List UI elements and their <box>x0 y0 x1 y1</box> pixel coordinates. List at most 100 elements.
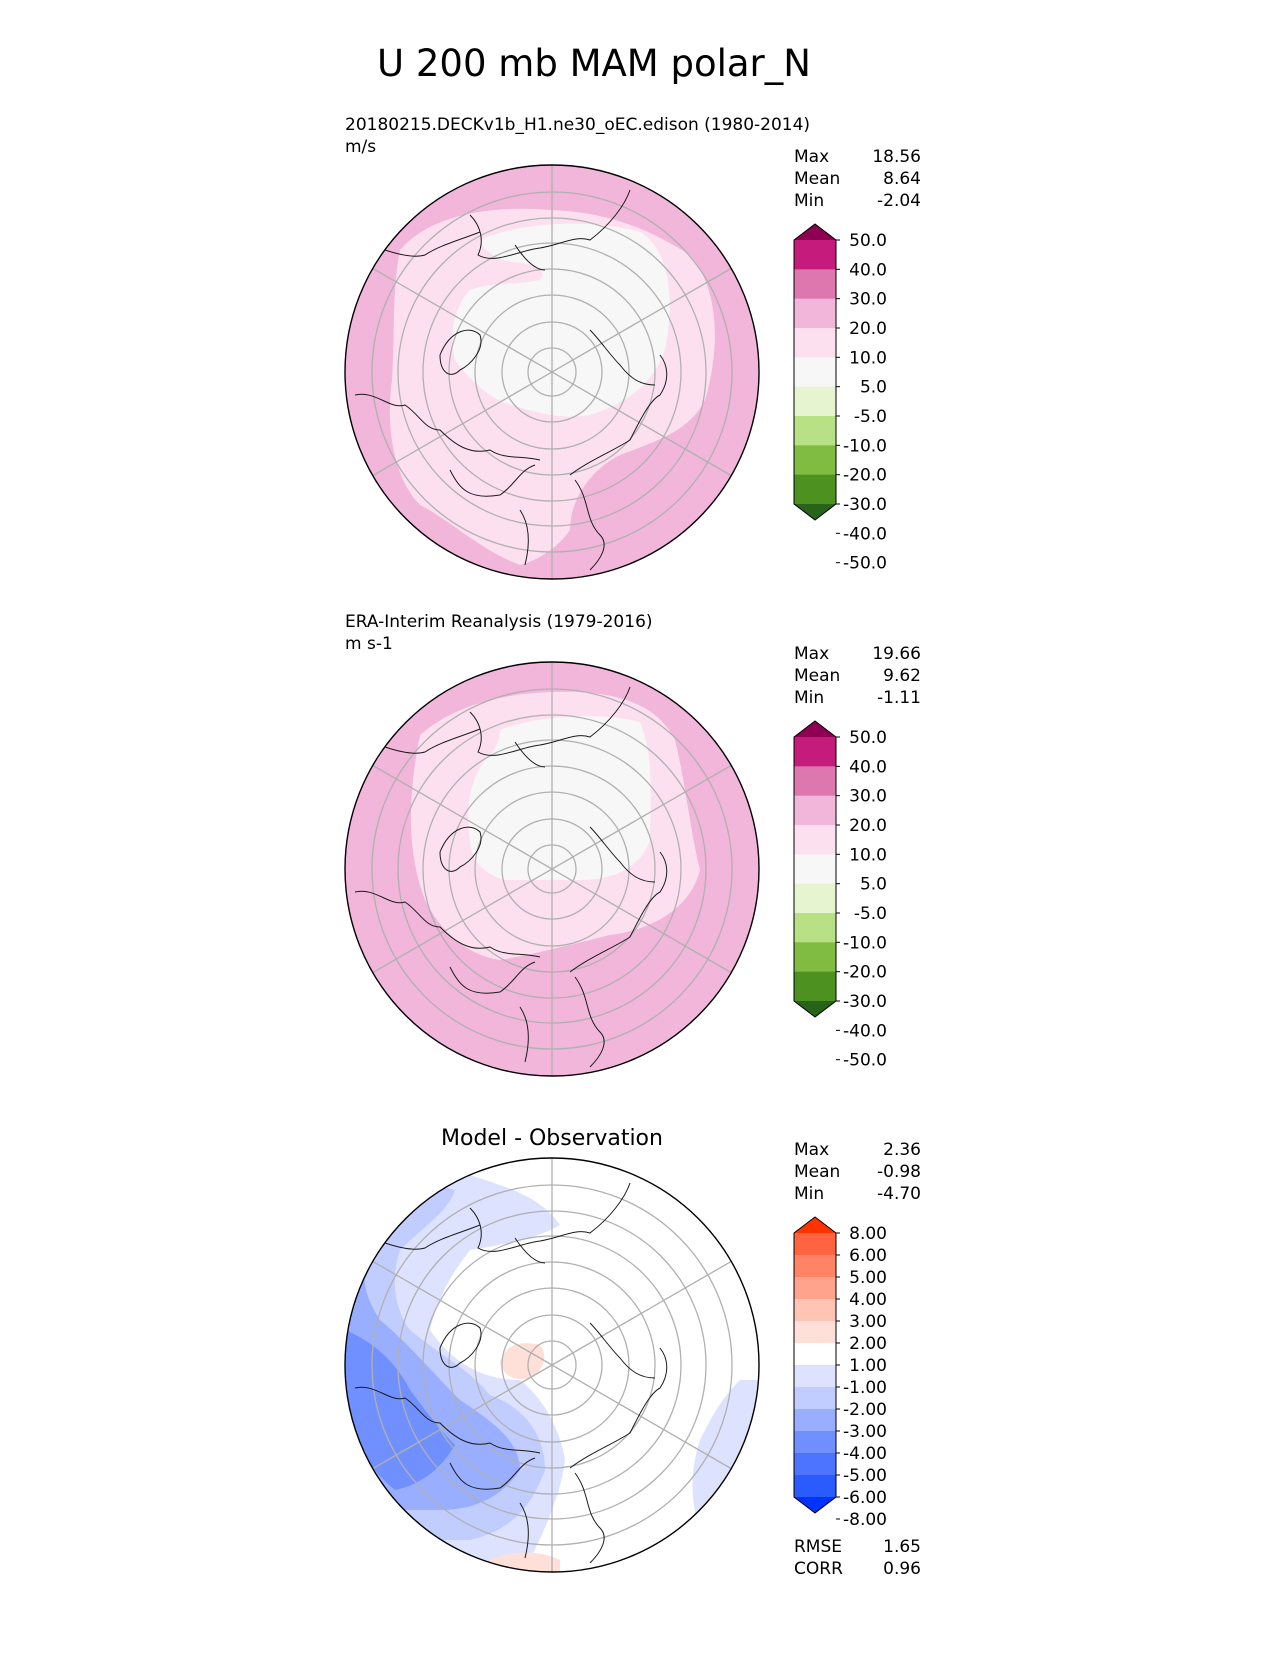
colorbar-swatch <box>794 913 836 943</box>
colorbar-tick-label: 10.0 <box>849 348 887 368</box>
panel-observation-stats: Max 19.66 Mean 9.62 Min -1.11 <box>794 644 921 708</box>
colorbar-tick-label: 5.0 <box>860 378 887 398</box>
colorbar-tick-label: -8.00 <box>843 1510 887 1530</box>
colorbar-tick-label: -4.00 <box>843 1444 887 1464</box>
colorbar-tick-label: -20.0 <box>843 466 887 486</box>
stat-max-label: Max <box>794 644 829 664</box>
colorbar-swatch <box>794 328 836 358</box>
colorbar-tick-label: 3.00 <box>849 1312 887 1332</box>
colorbar-tick-label: 40.0 <box>849 260 887 280</box>
map-frame <box>344 661 760 1077</box>
colorbar-swatch <box>794 445 836 476</box>
colorbar-tick-label: -5.0 <box>854 904 887 924</box>
stat-min-value: -1.11 <box>877 688 921 708</box>
colorbar-tick-label: -20.0 <box>843 963 887 983</box>
coastlines <box>354 1182 668 1564</box>
contour-region-1-2-south <box>490 1552 560 1572</box>
colorbar-swatch <box>794 357 836 388</box>
colorbar-tick-label: 8.00 <box>849 1224 887 1244</box>
colorbar-swatch <box>794 766 836 797</box>
colorbar-swatch <box>794 1255 836 1278</box>
colorbar-extend-min <box>794 1497 836 1513</box>
colorbar-swatch <box>794 1409 836 1432</box>
colorbar-swatch <box>794 1475 836 1498</box>
stat-min-value: -4.70 <box>877 1184 921 1204</box>
colorbar-swatch <box>794 1365 836 1388</box>
stat-mean-label: Mean <box>794 666 840 686</box>
stat-mean-value: 9.62 <box>883 666 921 686</box>
panel-model: 20180215.DECKv1b_H1.ne30_oEC.edison (198… <box>344 115 921 580</box>
colorbar-tick-label: -2.00 <box>843 1400 887 1420</box>
colorbar-swatch <box>794 971 836 1002</box>
colorbar-tick-label: -5.0 <box>854 407 887 427</box>
colorbar-tick-label: -1.00 <box>843 1378 887 1398</box>
colorbar-tick-label: 1.00 <box>849 1356 887 1376</box>
colorbar-tick-label: -50.0 <box>843 554 887 574</box>
panel-observation-map <box>344 661 760 1077</box>
colorbar-tick-label: -30.0 <box>843 495 887 515</box>
stat-min-value: -2.04 <box>877 191 921 211</box>
colorbar-tick-label: -10.0 <box>843 436 887 456</box>
stat-max-value: 2.36 <box>883 1140 921 1160</box>
colorbar-swatch <box>794 474 836 505</box>
panel-difference-map <box>344 1157 760 1573</box>
stat-min-label: Min <box>794 1184 824 1204</box>
colorbar-swatch <box>794 1321 836 1344</box>
panel-model-colorbar: 50.0 40.0 30.0 20.0 10.0 5.0 -5.0 -10.0 -20.0 -30… <box>793 223 887 574</box>
colorbar-tick-label: 4.00 <box>849 1290 887 1310</box>
contour-region-5-10 <box>452 223 670 417</box>
panel-observation-colorbar: 50.0 40.0 30.0 20.0 10.0 5.0 -5.0 -10.0 -20.0 -30… <box>793 720 887 1071</box>
colorbar-tick-label: -6.00 <box>843 1488 887 1508</box>
graticule <box>359 1158 745 1572</box>
colorbar-tick-label: 5.0 <box>860 875 887 895</box>
stat-mean-value: 8.64 <box>883 169 921 189</box>
coastlines <box>354 686 668 1068</box>
colorbar-swatch <box>794 883 836 914</box>
panel-model-map <box>344 164 760 580</box>
panel-model-stats: Max 18.56 Mean 8.64 Min -2.04 <box>794 147 921 211</box>
colorbar-swatch <box>794 386 836 417</box>
colorbar-extend-max <box>794 1217 836 1233</box>
colorbar-tick-label: 30.0 <box>849 787 887 807</box>
stat-max-value: 18.56 <box>872 147 921 167</box>
stat-mean-label: Mean <box>794 169 840 189</box>
colorbar-tick-label: -30.0 <box>843 992 887 1012</box>
colorbar-tick-label: 10.0 <box>849 845 887 865</box>
colorbar-tick-label: -3.00 <box>843 1422 887 1442</box>
colorbar-swatch <box>794 416 836 446</box>
colorbar-swatch <box>794 1453 836 1476</box>
colorbar-tick-label: 20.0 <box>849 816 887 836</box>
colorbar-swatch <box>794 795 836 826</box>
colorbar-extend-max <box>794 224 836 240</box>
colorbar-tick-label: 50.0 <box>849 728 887 748</box>
panel-model-title: 20180215.DECKv1b_H1.ne30_oEC.edison (198… <box>345 115 810 135</box>
colorbar-tick-label: -10.0 <box>843 933 887 953</box>
colorbar-tick-label: 50.0 <box>849 231 887 251</box>
colorbar-tick-label: 40.0 <box>849 757 887 777</box>
colorbar-swatch <box>794 1431 836 1454</box>
map-frame <box>344 1157 760 1573</box>
panel-observation-units: m s-1 <box>345 634 393 654</box>
colorbar-swatch <box>794 240 836 270</box>
colorbar-tick-label: -40.0 <box>843 524 887 544</box>
colorbar-swatch <box>794 1299 836 1322</box>
colorbar-tick-label: 6.00 <box>849 1246 887 1266</box>
colorbar-extend-max <box>794 721 836 737</box>
stat-min-label: Min <box>794 191 824 211</box>
colorbar-swatch <box>794 1343 836 1366</box>
stat-rmse-label: RMSE <box>794 1537 842 1557</box>
contour-region-1-2-north <box>500 1343 545 1380</box>
stat-max-value: 19.66 <box>872 644 921 664</box>
colorbar-tick-label: 30.0 <box>849 290 887 310</box>
colorbar-swatch <box>794 825 836 855</box>
colorbar-swatch <box>794 1387 836 1410</box>
stat-mean-label: Mean <box>794 1162 840 1182</box>
colorbar-tick-label: 2.00 <box>849 1334 887 1354</box>
colorbar-swatch <box>794 298 836 329</box>
stat-corr-value: 0.96 <box>883 1559 921 1579</box>
colorbar-swatch <box>794 854 836 885</box>
stat-max-label: Max <box>794 147 829 167</box>
stat-corr-label: CORR <box>794 1559 843 1579</box>
figure-title: U 200 mb MAM polar_N <box>377 42 811 85</box>
